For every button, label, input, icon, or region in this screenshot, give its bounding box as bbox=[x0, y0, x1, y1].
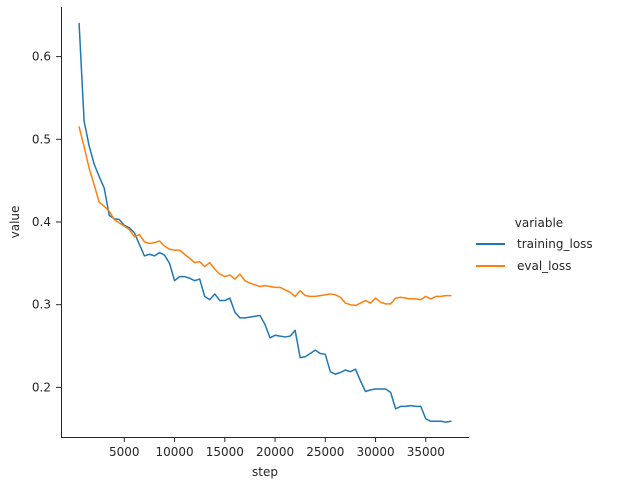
y-tick-label: 0.5 bbox=[32, 132, 51, 146]
y-axis-label: value bbox=[8, 206, 22, 239]
series-lines bbox=[78, 22, 452, 423]
series-line-training-loss bbox=[78, 22, 452, 423]
x-tick-label: 25000 bbox=[306, 445, 344, 459]
legend-title: variable bbox=[515, 216, 563, 230]
x-axis-label: step bbox=[252, 465, 278, 479]
y-tick-label: 0.3 bbox=[32, 298, 51, 312]
plot-area bbox=[61, 7, 469, 438]
x-tick-label: 35000 bbox=[407, 445, 445, 459]
x-tick-label: 15000 bbox=[206, 445, 244, 459]
y-axis-ticks: 0.2 0.3 0.4 0.5 0.6 bbox=[32, 50, 61, 394]
x-tick-label: 5000 bbox=[109, 445, 140, 459]
legend-label-eval-loss: eval_loss bbox=[517, 259, 571, 273]
series-line-eval-loss bbox=[78, 126, 452, 307]
x-axis-ticks: 5000 10000 15000 20000 25000 30000 35000 bbox=[109, 437, 445, 459]
x-tick-label: 20000 bbox=[256, 445, 294, 459]
y-tick-label: 0.2 bbox=[32, 380, 51, 394]
y-tick-label: 0.6 bbox=[32, 50, 51, 64]
legend-label-training-loss: training_loss bbox=[517, 237, 593, 251]
legend: variable training_loss eval_loss bbox=[476, 216, 593, 273]
x-tick-label: 30000 bbox=[356, 445, 394, 459]
x-tick-label: 10000 bbox=[155, 445, 193, 459]
y-tick-label: 0.4 bbox=[32, 215, 51, 229]
